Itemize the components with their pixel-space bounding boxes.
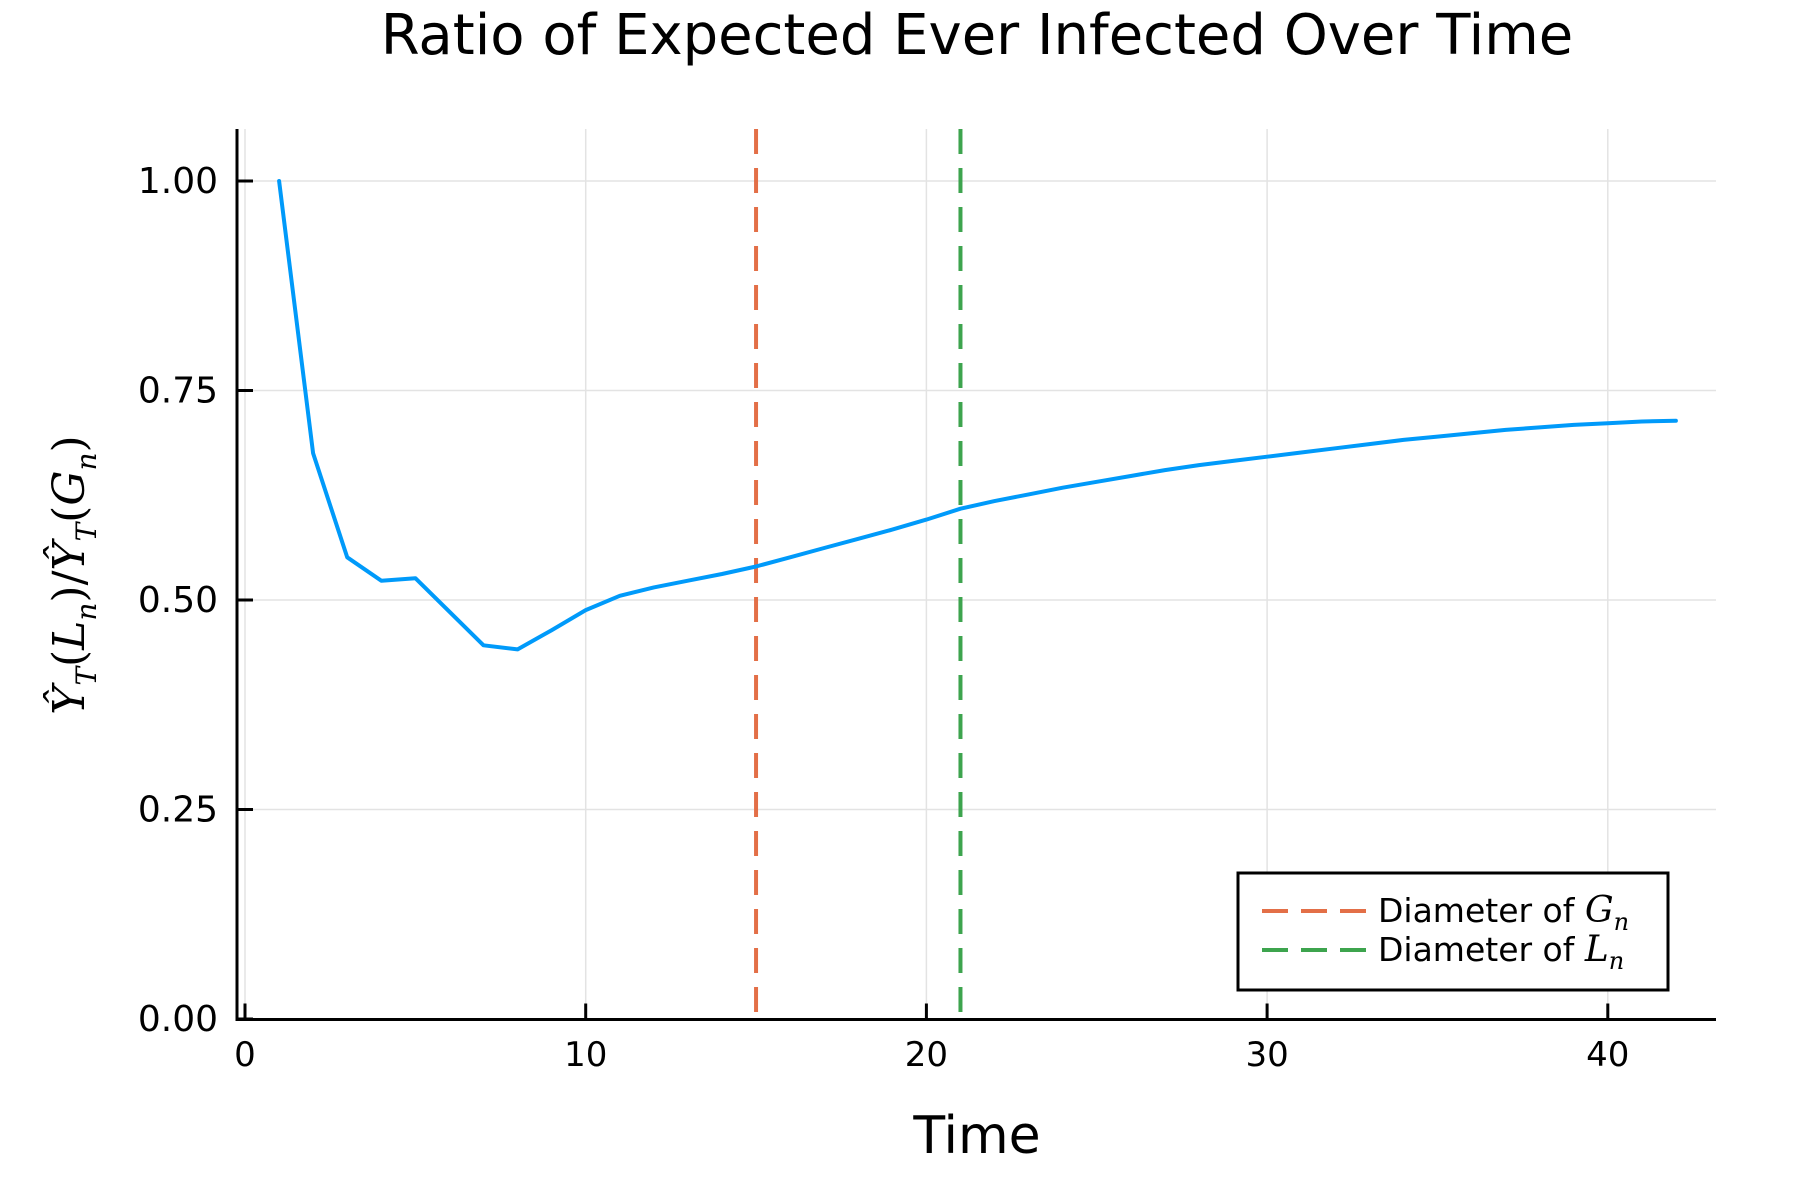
chart-title: Ratio of Expected Ever Infected Over Tim… (381, 3, 1574, 68)
series-layer (277, 179, 1678, 652)
y-tick-label-0.50: 0.50 (138, 580, 218, 621)
y-tick-label-1.00: 1.00 (138, 161, 218, 202)
y-tick-label-0.75: 0.75 (138, 371, 218, 412)
legend-label-diameter-gn: Diameter of Gn (1378, 890, 1629, 936)
x-tick-label-40: 40 (1586, 1035, 1629, 1075)
axis-layer (235, 129, 1716, 1021)
ratio-line-series (277, 179, 1678, 652)
x-axis-title: Time (912, 1106, 1040, 1166)
x-tick-label-10: 10 (564, 1035, 607, 1075)
y-tick-label-0.00: 0.00 (138, 999, 218, 1040)
tick-label-layer: 0 10 20 30 40 0.00 0.25 0.50 0.75 1.00 (138, 161, 1630, 1075)
legend-label-diameter-ln: Diameter of Ln (1378, 929, 1624, 975)
x-tick-label-30: 30 (1245, 1035, 1288, 1075)
legend-box (1236, 871, 1670, 992)
grid-layer (237, 129, 1716, 1020)
x-tick-label-0: 0 (234, 1035, 256, 1075)
y-tick-label-0.25: 0.25 (138, 790, 218, 831)
y-axis-title: ŶT(Ln)/ŶT(Gn) (42, 435, 103, 714)
x-tick-label-20: 20 (905, 1035, 948, 1075)
vline-layer (754, 129, 963, 1020)
